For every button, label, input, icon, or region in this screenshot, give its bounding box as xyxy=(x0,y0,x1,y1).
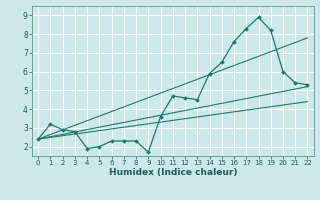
X-axis label: Humidex (Indice chaleur): Humidex (Indice chaleur) xyxy=(108,168,237,177)
